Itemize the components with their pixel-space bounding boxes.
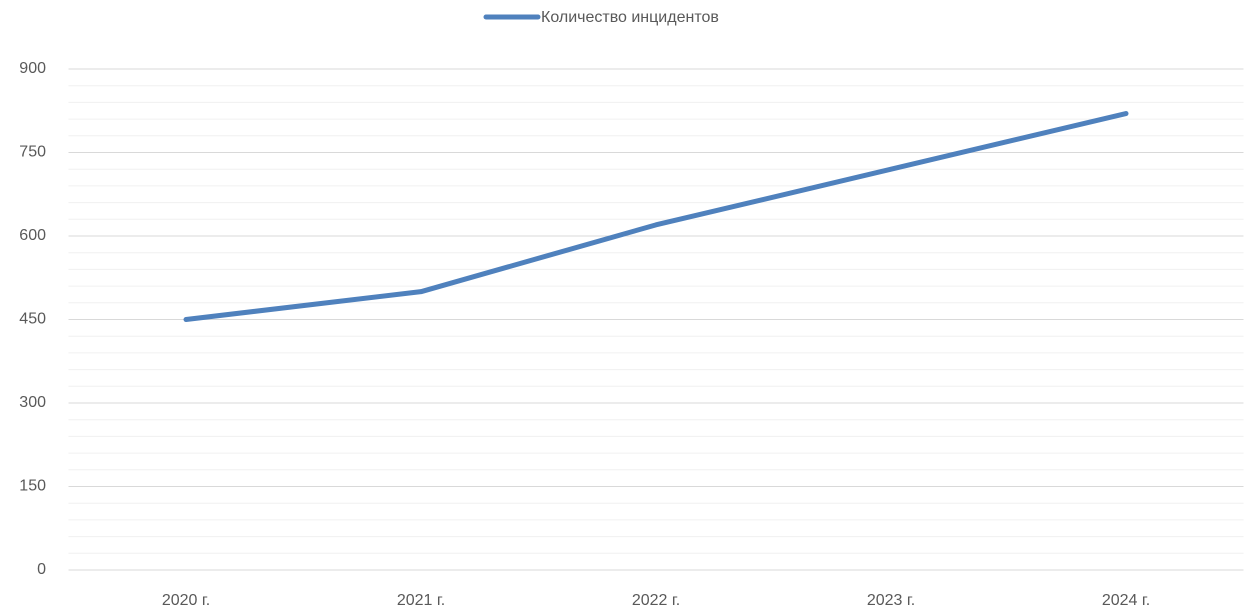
data-line [183, 111, 1129, 322]
y-tick-label: 450 [19, 311, 46, 328]
y-tick-label: 900 [19, 60, 46, 77]
y-tick-label: 0 [37, 561, 46, 578]
x-tick-label: 2020 г. [162, 592, 210, 609]
y-tick-label: 300 [19, 394, 46, 411]
x-tick-label: 2021 г. [397, 592, 445, 609]
y-tick-label: 600 [19, 227, 46, 244]
x-tick-label: 2022 г. [632, 592, 680, 609]
legend-label: Количество инцидентов [541, 9, 719, 26]
y-tick-label: 150 [19, 478, 46, 495]
x-tick-label: 2023 г. [867, 592, 915, 609]
y-tick-label: 750 [19, 144, 46, 161]
x-tick-label: 2024 г. [1102, 592, 1150, 609]
